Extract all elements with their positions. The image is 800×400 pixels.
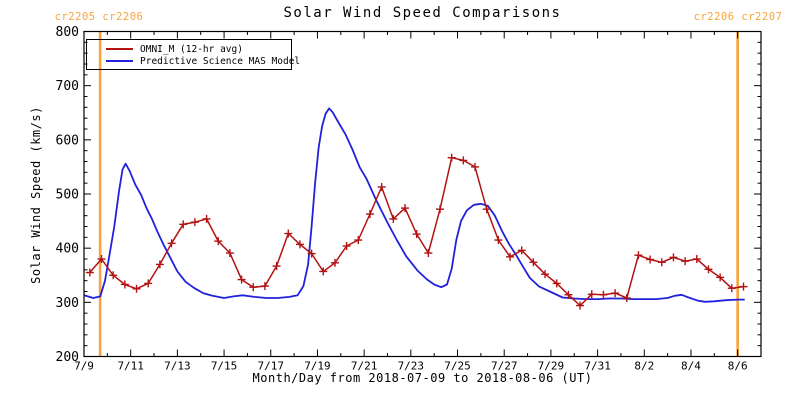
y-tick-label: 500 bbox=[56, 188, 79, 203]
carrington-rotation-label-right: cr2206 cr2207 bbox=[693, 11, 783, 23]
y-tick-label: 700 bbox=[56, 79, 79, 94]
x-tick-label: 7/29 bbox=[538, 360, 565, 373]
omni-plus-markers bbox=[85, 153, 748, 310]
tick-labels: 7/9 7/11 7/13 7/15 7/17 7/19 7/21 7/23 7/25 7/27 7… bbox=[56, 25, 748, 373]
y-axis-label: Solar Wind Speed (km/s) bbox=[29, 106, 43, 284]
x-axis-label: Month/Day from 2018-07-09 to 2018-08-06 … bbox=[252, 371, 593, 385]
x-tick-label: 7/17 bbox=[258, 360, 285, 373]
y-tick-label: 200 bbox=[56, 350, 79, 365]
x-tick-label: 7/9 bbox=[74, 360, 94, 373]
mas-line-swatch bbox=[106, 60, 133, 62]
mas-model-line bbox=[83, 107, 745, 303]
x-tick-label: 7/15 bbox=[211, 360, 238, 373]
legend-label-mas: Predictive Science MAS Model bbox=[140, 55, 301, 67]
legend-entry-omni: OMNI_M (12-hr avg) bbox=[87, 43, 291, 55]
x-tick-label: 7/25 bbox=[444, 360, 471, 373]
chart-title: Solar Wind Speed Comparisons bbox=[283, 5, 562, 21]
x-tick-label: 7/21 bbox=[351, 360, 378, 373]
axis-ticks bbox=[83, 31, 762, 357]
y-tick-label: 800 bbox=[56, 25, 79, 40]
x-tick-label: 8/6 bbox=[728, 360, 748, 373]
x-tick-label: 7/31 bbox=[584, 360, 611, 373]
x-tick-label: 7/23 bbox=[398, 360, 425, 373]
legend: OMNI_M (12-hr avg) Predictive Science MA… bbox=[86, 39, 300, 70]
x-tick-label: 7/13 bbox=[164, 360, 191, 373]
x-tick-label: 7/27 bbox=[491, 360, 518, 373]
legend-entry-mas: Predictive Science MAS Model bbox=[87, 55, 300, 67]
carrington-rotation-label-left: cr2205 cr2206 bbox=[54, 11, 144, 23]
x-tick-label: 8/2 bbox=[634, 360, 654, 373]
plot-border bbox=[83, 30, 762, 358]
x-tick-label: 7/11 bbox=[117, 360, 144, 373]
x-tick-label: 7/19 bbox=[304, 360, 331, 373]
y-tick-label: 600 bbox=[56, 133, 79, 148]
x-tick-label: 8/4 bbox=[681, 360, 701, 373]
omni-line-swatch bbox=[106, 48, 133, 50]
y-tick-label: 300 bbox=[56, 296, 79, 311]
legend-label-omni: OMNI_M (12-hr avg) bbox=[140, 43, 243, 55]
y-tick-label: 400 bbox=[56, 242, 79, 257]
